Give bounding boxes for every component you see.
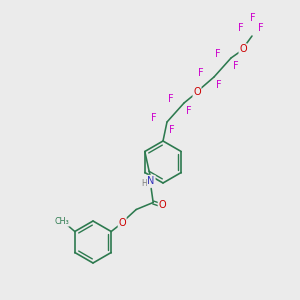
- Text: F: F: [250, 13, 256, 23]
- Text: O: O: [239, 44, 247, 54]
- Text: O: O: [193, 87, 201, 97]
- Text: O: O: [118, 218, 126, 227]
- Text: F: F: [186, 106, 192, 116]
- Text: F: F: [151, 113, 157, 123]
- Text: F: F: [168, 94, 174, 104]
- Text: F: F: [233, 61, 239, 71]
- Text: F: F: [169, 125, 175, 135]
- Text: N: N: [148, 176, 155, 185]
- Text: F: F: [198, 68, 204, 78]
- Text: H: H: [141, 179, 147, 188]
- Text: O: O: [158, 200, 166, 211]
- Text: F: F: [238, 23, 244, 33]
- Text: F: F: [215, 49, 221, 59]
- Text: CH₃: CH₃: [54, 217, 69, 226]
- Text: F: F: [258, 23, 264, 33]
- Text: F: F: [216, 80, 222, 90]
